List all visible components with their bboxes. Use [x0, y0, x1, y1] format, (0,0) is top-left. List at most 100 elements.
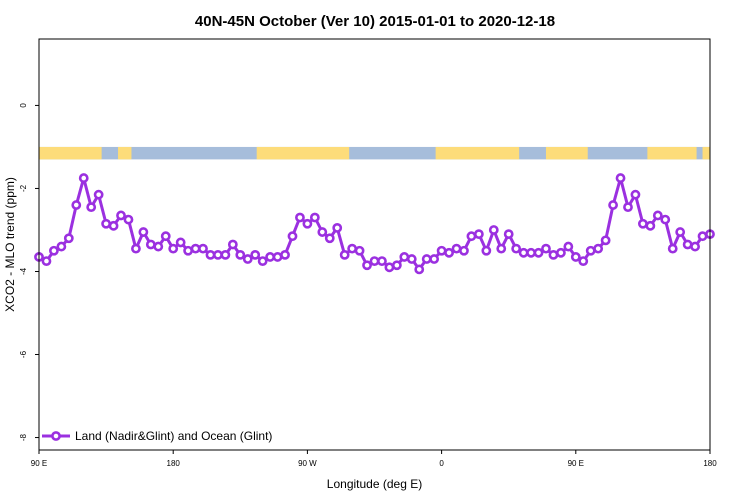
data-point — [675, 227, 686, 237]
data-point — [71, 200, 82, 210]
data-point — [250, 249, 261, 260]
land-segment — [39, 146, 102, 160]
data-point — [496, 243, 507, 254]
data-point — [302, 218, 313, 229]
data-point — [339, 249, 350, 260]
x-tick-label: 180 — [167, 459, 181, 468]
y-tick-label: -4 — [19, 267, 28, 275]
data-point — [123, 214, 134, 225]
data-point — [257, 256, 268, 267]
data-point — [563, 241, 574, 252]
data-point — [608, 200, 618, 210]
data-point — [168, 243, 179, 254]
data-point — [570, 252, 581, 262]
data-point — [511, 243, 522, 254]
data-point — [697, 231, 708, 242]
data-point — [638, 218, 648, 229]
data-point — [503, 229, 514, 240]
data-point — [578, 256, 589, 267]
data-point — [690, 241, 700, 252]
land-segment — [647, 146, 697, 160]
data-point — [391, 260, 402, 271]
data-point — [86, 202, 97, 213]
data-point — [220, 249, 231, 260]
data-point — [459, 245, 469, 256]
data-point — [600, 235, 611, 246]
data-point — [362, 260, 372, 271]
plot-frame — [38, 38, 711, 451]
land-segment — [702, 146, 710, 160]
data-point — [436, 245, 447, 256]
data-point — [660, 214, 671, 225]
y-tick-label: -8 — [19, 433, 28, 441]
legend-marker — [51, 431, 61, 441]
data-point — [667, 243, 678, 254]
data-point — [287, 231, 298, 242]
data-point — [384, 262, 395, 273]
x-tick-label: 0 — [439, 459, 444, 468]
data-point — [518, 247, 529, 258]
data-point — [623, 202, 633, 213]
data-point — [175, 237, 186, 248]
data-point — [473, 229, 484, 240]
data-point — [421, 254, 432, 264]
data-point — [280, 249, 290, 260]
data-point — [309, 212, 320, 223]
data-point — [198, 243, 208, 254]
y-axis: 0 -2 -4 -6 -8 — [19, 103, 39, 441]
data-point — [481, 245, 492, 256]
data-point — [630, 189, 641, 200]
data-point — [56, 241, 67, 252]
data-point — [354, 245, 365, 256]
x-tick-label: 90 E — [31, 459, 47, 468]
x-tick-label: 90 W — [298, 459, 317, 468]
data-point — [272, 252, 283, 262]
data-point — [78, 173, 89, 183]
ocean-band — [39, 146, 710, 160]
land-segment — [435, 146, 520, 160]
data-point — [332, 222, 343, 233]
data-point — [131, 243, 141, 254]
data-point — [235, 249, 246, 260]
x-tick-label: 90 E — [568, 459, 584, 468]
data-point — [451, 243, 462, 254]
series-line — [38, 176, 711, 271]
data-point — [138, 227, 149, 237]
data-point — [145, 239, 156, 250]
data-point — [377, 256, 387, 267]
data-point — [63, 233, 74, 244]
data-point — [682, 239, 693, 250]
data-point — [429, 254, 440, 264]
data-point — [548, 249, 559, 260]
land-segment — [118, 146, 132, 160]
data-point — [615, 173, 626, 183]
data-point — [347, 243, 358, 254]
data-point — [466, 231, 477, 242]
data-point — [153, 241, 164, 252]
data-point — [160, 231, 171, 242]
land-segment — [545, 146, 588, 160]
land-segment — [256, 146, 350, 160]
data-point — [93, 189, 104, 200]
data-point — [406, 254, 417, 264]
y-axis-label: XCO2 - MLO trend (ppm) — [3, 177, 17, 312]
legend-label: Land (Nadir&Glint) and Ocean (Glint) — [75, 429, 272, 443]
data-point — [205, 249, 216, 260]
data-point — [324, 233, 335, 244]
chart-title: 40N-45N October (Ver 10) 2015-01-01 to 2… — [195, 13, 555, 30]
data-point — [49, 245, 59, 256]
data-point — [317, 227, 328, 237]
y-tick-label: -6 — [19, 350, 28, 358]
data-point — [533, 247, 544, 258]
data-point — [227, 239, 238, 250]
legend: Land (Nadir&Glint) and Ocean (Glint) — [42, 429, 272, 443]
series-layer — [34, 173, 715, 275]
data-point — [652, 210, 663, 221]
data-point — [488, 225, 499, 235]
data-point — [585, 245, 596, 256]
data-point — [444, 247, 454, 258]
data-point — [399, 252, 410, 262]
data-point — [526, 247, 536, 258]
y-tick-label: 0 — [19, 103, 28, 108]
